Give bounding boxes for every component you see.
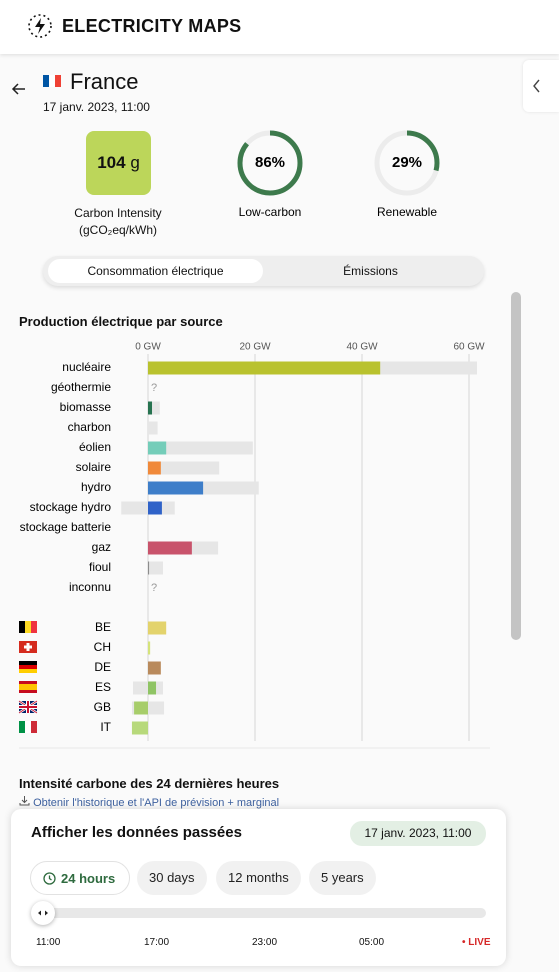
live-label[interactable]: LIVE bbox=[468, 937, 491, 948]
row-label: ES bbox=[95, 680, 111, 694]
gauge-label: Low-carbon bbox=[239, 205, 302, 219]
time-panel-title: Afficher les données passées bbox=[31, 824, 242, 841]
missing-value: ? bbox=[151, 582, 157, 594]
zone-name: France bbox=[70, 69, 139, 94]
header: ELECTRICITY MAPS bbox=[0, 0, 559, 54]
x-tick-label: 60 GW bbox=[453, 342, 485, 353]
production-chart: 0 GW 20 GW 40 GW 60 GW nucléaire géothermie ? b… bbox=[18, 342, 490, 749]
time-label: 17:00 bbox=[144, 937, 170, 948]
row-label: géothermie bbox=[51, 380, 111, 394]
carbon-intensity-unit-label: (gCO₂eq/kWh) bbox=[78, 223, 157, 237]
row-label: éolien bbox=[79, 440, 111, 454]
bar bbox=[131, 721, 148, 735]
row-label: hydro bbox=[81, 480, 111, 494]
range-button[interactable]: 12 months bbox=[216, 861, 301, 895]
bar bbox=[148, 681, 157, 695]
gauges: 86% Low-carbon 29% Renewable bbox=[237, 130, 440, 219]
row-label: charbon bbox=[68, 420, 111, 434]
gauge-value: 86% bbox=[255, 154, 285, 171]
carbon-intensity-value: 104 bbox=[97, 153, 126, 172]
scrollbar[interactable] bbox=[511, 292, 521, 640]
bar bbox=[148, 361, 381, 375]
row-label: stockage hydro bbox=[30, 500, 112, 514]
range-button[interactable]: 5 years bbox=[309, 861, 376, 895]
carbon-intensity-unit: g bbox=[130, 153, 140, 172]
bar bbox=[148, 621, 167, 635]
row-label: GB bbox=[94, 700, 111, 714]
bar bbox=[148, 401, 153, 415]
time-label: 11:00 bbox=[36, 937, 61, 948]
row-label: biomasse bbox=[60, 400, 112, 414]
live-indicator[interactable]: • LIVE bbox=[462, 937, 491, 948]
row-label: inconnu bbox=[69, 580, 111, 594]
bar bbox=[148, 481, 204, 495]
gauge-arc bbox=[237, 130, 303, 196]
time-slider-thumb[interactable] bbox=[31, 901, 55, 925]
row-label: IT bbox=[100, 720, 111, 734]
app-title: ELECTRICITY MAPS bbox=[62, 16, 242, 36]
chart-title: Production électrique par source bbox=[19, 314, 223, 329]
row-label: DE bbox=[94, 660, 111, 674]
row-label: nucléaire bbox=[62, 360, 111, 374]
gauge-arc bbox=[374, 130, 440, 196]
range-button-active[interactable]: 24 hours bbox=[30, 861, 130, 895]
history-link-text[interactable]: Obtenir l'historique et l'API de prévisi… bbox=[33, 797, 280, 809]
history-title: Intensité carbone des 24 dernières heure… bbox=[19, 776, 280, 791]
capacity-bar bbox=[148, 401, 160, 415]
bar bbox=[148, 641, 151, 655]
x-tick-label: 0 GW bbox=[135, 342, 161, 353]
tab-bar: Consommation électrique Émissions bbox=[43, 256, 484, 286]
row-label: gaz bbox=[92, 540, 111, 554]
capacity-bar bbox=[148, 441, 253, 455]
back-button[interactable] bbox=[9, 80, 29, 98]
bar bbox=[148, 441, 167, 455]
carbon-intensity-label: Carbon Intensity bbox=[74, 206, 162, 220]
time-slider-track[interactable] bbox=[33, 908, 486, 918]
row-label: stockage batterie bbox=[20, 520, 112, 534]
capacity-bar bbox=[148, 561, 163, 575]
capacity-bar bbox=[148, 461, 220, 475]
carbon-intensity-box: 104 g bbox=[86, 131, 151, 195]
flags bbox=[18, 621, 38, 733]
bar bbox=[134, 701, 148, 715]
missing-value: ? bbox=[151, 382, 157, 394]
row-label: BE bbox=[95, 620, 111, 634]
time-badge: 17 janv. 2023, 11:00 bbox=[350, 821, 486, 846]
bar bbox=[148, 561, 150, 575]
collapse-tab[interactable] bbox=[523, 60, 559, 112]
gauge-label: Renewable bbox=[377, 205, 437, 219]
tab-active[interactable]: Consommation électrique bbox=[48, 259, 263, 283]
bar bbox=[148, 661, 161, 675]
range-button[interactable]: 30 days bbox=[137, 861, 207, 895]
history-link[interactable]: Obtenir l'historique et l'API de prévisi… bbox=[19, 796, 279, 809]
row-label: solaire bbox=[76, 460, 112, 474]
bar bbox=[148, 501, 162, 515]
gauge-value: 29% bbox=[392, 154, 422, 171]
row-label: CH bbox=[94, 640, 111, 654]
bar bbox=[148, 541, 192, 555]
capacity-bar bbox=[148, 421, 158, 435]
bar bbox=[148, 461, 161, 475]
tab[interactable]: Émissions bbox=[343, 264, 398, 278]
zone-datetime: 17 janv. 2023, 11:00 bbox=[43, 100, 150, 114]
logo-icon bbox=[28, 14, 52, 38]
x-tick-label: 20 GW bbox=[239, 342, 271, 353]
flag-fr bbox=[43, 75, 61, 87]
time-label: 23:00 bbox=[252, 937, 278, 948]
time-label: 05:00 bbox=[359, 937, 385, 948]
row-label: fioul bbox=[89, 560, 111, 574]
range-label[interactable]: 24 hours bbox=[61, 871, 116, 886]
x-tick-label: 40 GW bbox=[346, 342, 378, 353]
